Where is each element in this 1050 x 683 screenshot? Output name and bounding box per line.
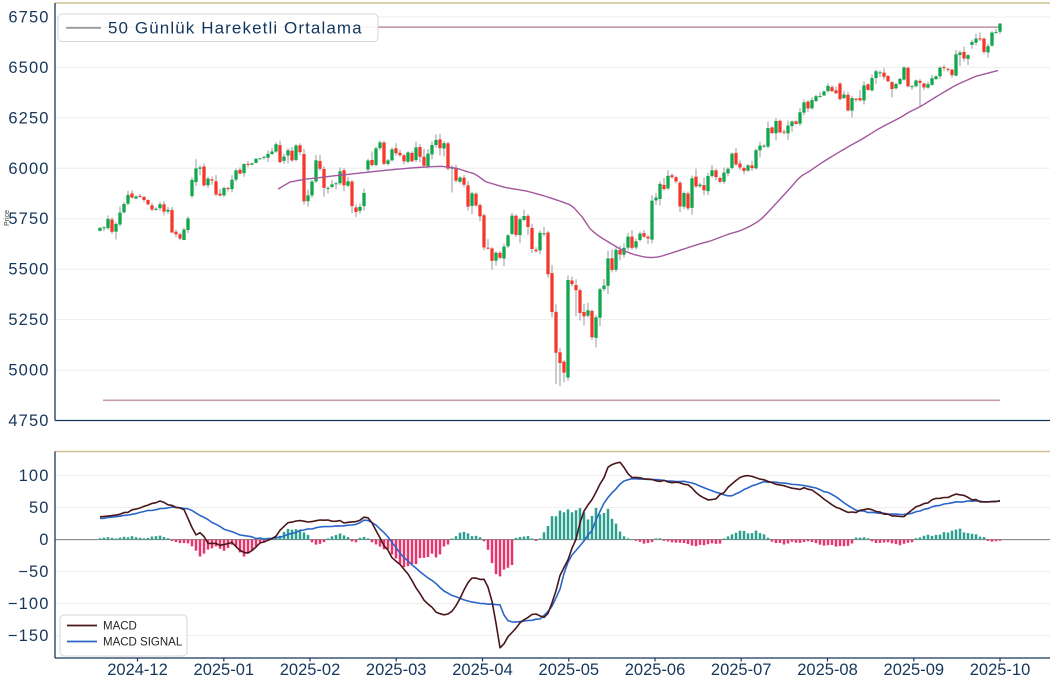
svg-text:5500: 5500 (8, 261, 49, 279)
svg-text:6500: 6500 (8, 59, 49, 77)
svg-text:2025-07: 2025-07 (711, 661, 772, 679)
svg-text:Price: Price (4, 210, 11, 226)
svg-text:2025-04: 2025-04 (452, 661, 513, 679)
svg-text:5750: 5750 (8, 210, 49, 228)
svg-text:2024-12: 2024-12 (107, 661, 168, 679)
svg-text:−100: −100 (8, 595, 50, 613)
svg-text:6000: 6000 (8, 160, 49, 178)
svg-text:50 Günlük Hareketli Ortalama: 50 Günlük Hareketli Ortalama (108, 19, 363, 38)
svg-text:100: 100 (19, 467, 50, 485)
svg-text:2025-08: 2025-08 (797, 661, 858, 679)
svg-text:0: 0 (39, 531, 49, 549)
svg-text:5000: 5000 (8, 362, 49, 380)
svg-text:2025-03: 2025-03 (366, 661, 427, 679)
svg-text:4750: 4750 (8, 412, 49, 430)
svg-text:50: 50 (29, 499, 50, 517)
svg-text:2025-06: 2025-06 (625, 661, 686, 679)
svg-text:MACD SIGNAL: MACD SIGNAL (103, 637, 183, 649)
svg-text:−150: −150 (8, 627, 50, 645)
svg-text:2025-01: 2025-01 (194, 661, 255, 679)
svg-text:2025-10: 2025-10 (970, 661, 1031, 679)
svg-text:−50: −50 (18, 563, 49, 581)
svg-text:6750: 6750 (8, 9, 49, 27)
svg-text:6250: 6250 (8, 109, 49, 127)
svg-text:2025-09: 2025-09 (884, 661, 945, 679)
svg-text:MACD: MACD (103, 621, 137, 633)
svg-text:5250: 5250 (8, 311, 49, 329)
svg-text:2025-05: 2025-05 (539, 661, 600, 679)
svg-text:2025-02: 2025-02 (280, 661, 341, 679)
